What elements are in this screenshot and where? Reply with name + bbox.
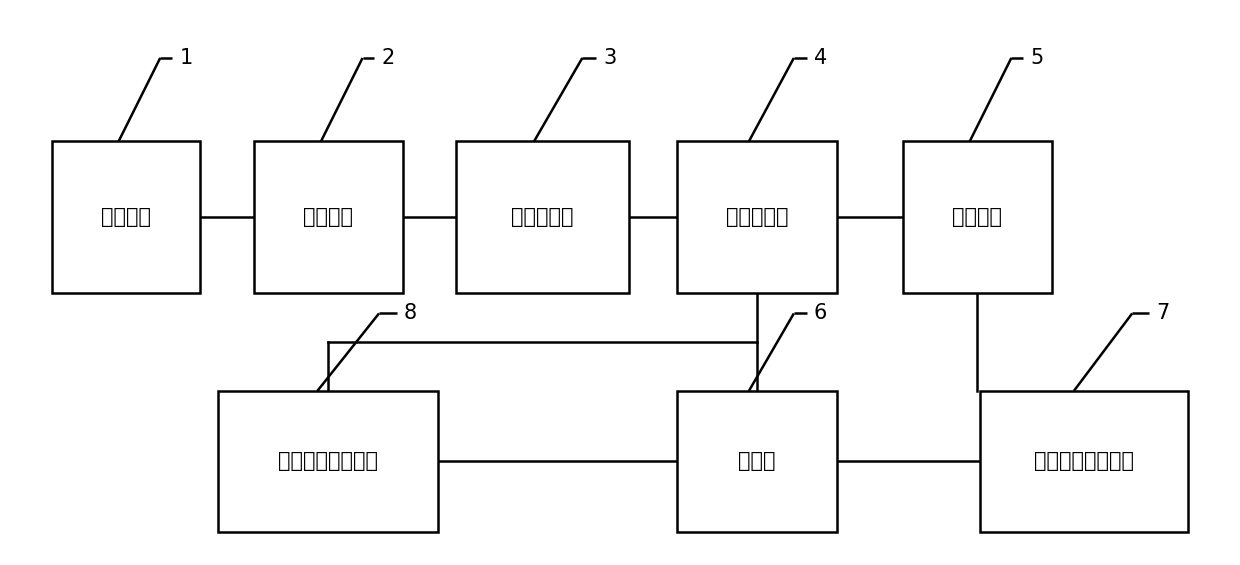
Text: 输出电路: 输出电路 — [952, 207, 1002, 227]
Bar — [218, 391, 439, 532]
Bar — [677, 141, 837, 293]
Text: 储能电压测量电路: 储能电压测量电路 — [278, 451, 378, 471]
Text: 移相变压器: 移相变压器 — [511, 207, 574, 227]
Bar — [980, 391, 1188, 532]
Text: 2: 2 — [382, 48, 394, 68]
Text: 1: 1 — [180, 48, 192, 68]
Bar — [52, 141, 201, 293]
Text: 控制器: 控制器 — [738, 451, 776, 471]
Bar — [254, 141, 403, 293]
Text: 3: 3 — [604, 48, 616, 68]
Text: 5: 5 — [1030, 48, 1044, 68]
Bar — [677, 391, 837, 532]
Text: 功率单元组: 功率单元组 — [725, 207, 789, 227]
Bar — [456, 141, 629, 293]
Text: 输出电压测量电路: 输出电压测量电路 — [1034, 451, 1135, 471]
Text: 4: 4 — [813, 48, 827, 68]
Text: 7: 7 — [1156, 303, 1169, 323]
Text: 交流电源: 交流电源 — [100, 207, 151, 227]
Text: 输入电路: 输入电路 — [304, 207, 353, 227]
Bar — [903, 141, 1052, 293]
Text: 6: 6 — [813, 303, 827, 323]
Text: 8: 8 — [404, 303, 417, 323]
